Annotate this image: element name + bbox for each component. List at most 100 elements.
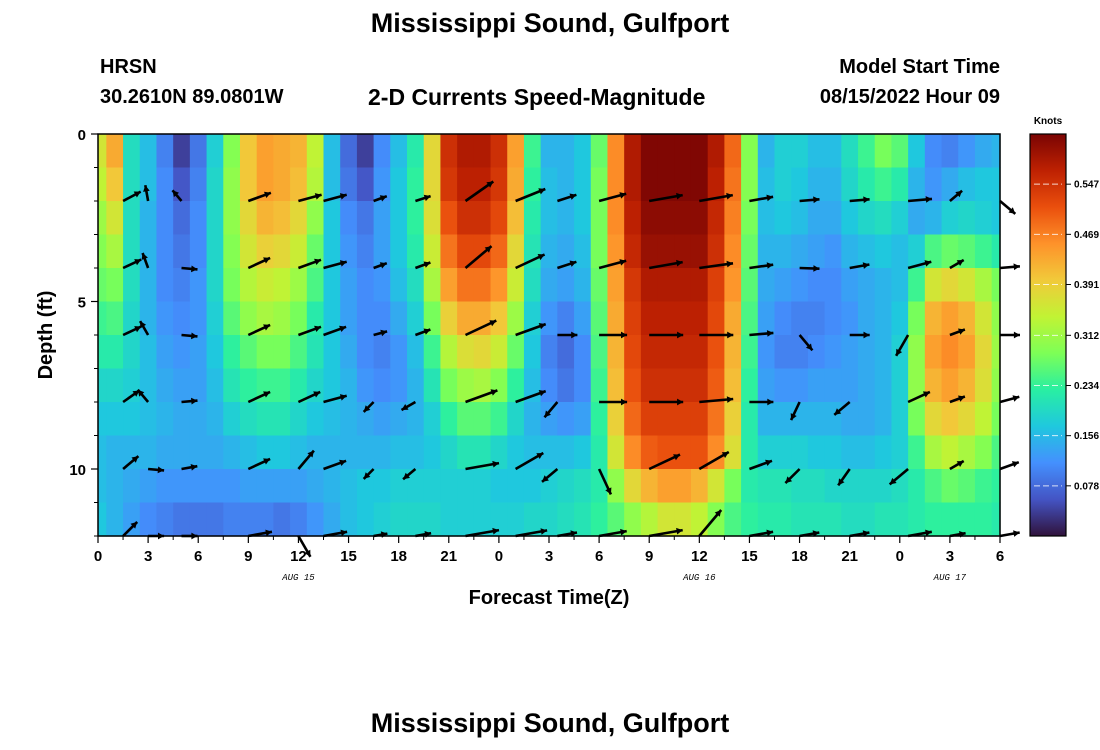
heatmap-cell [440,335,458,370]
heatmap-cell [941,301,959,336]
heatmap-cell [156,268,174,303]
heatmap-cell [139,234,158,269]
heatmap-cell [791,201,809,236]
heatmap-cell [98,402,107,437]
heatmap-cell [540,234,558,269]
station-id: HRSN [100,56,157,78]
heatmap-cell [473,268,492,303]
heatmap-cell [674,435,692,470]
heatmap-cell [290,134,308,169]
heatmap-cell [640,502,659,537]
vector-arrowhead [403,472,410,480]
heatmap-cell [189,502,208,537]
heatmap-cell [757,201,776,236]
heatmap-cell [473,402,492,437]
x-tick-label: 9 [645,548,653,565]
heatmap-cell [874,469,893,504]
heatmap-cell [574,234,592,269]
heatmap-cell [139,301,158,336]
x-tick-label: 0 [495,548,503,565]
heatmap-cell [189,268,208,303]
heatmap-cell [423,368,442,403]
heatmap-cell [858,234,876,269]
heatmap-cell [824,368,842,403]
heatmap-cell [373,268,391,303]
heatmap-cell [690,268,709,303]
heatmap-cell [340,167,358,202]
heatmap-cell [490,301,508,336]
vector-arrowhead [676,527,683,535]
heatmap-cell [206,268,224,303]
heatmap-cell [373,435,391,470]
heatmap-cell [490,469,508,504]
colorbar-tick-label: 0.547 [1074,180,1099,191]
vector-arrowhead [726,192,733,200]
heatmap-cell [724,335,742,370]
vector-arrowhead [540,528,548,535]
heatmap-cell [607,502,625,537]
heatmap-cell [490,268,508,303]
heatmap-cell [941,502,959,537]
heatmap-cell [306,435,325,470]
vector-arrowhead [677,331,684,339]
heatmap-cell [741,201,759,236]
heatmap-cell [373,402,391,437]
heatmap-cell [874,502,893,537]
heatmap-cell [440,368,458,403]
heatmap-cell [523,469,542,504]
heatmap-cell [223,469,241,504]
vector-arrowhead [922,391,930,398]
heatmap-cell [640,335,659,370]
heatmap-cell [757,335,776,370]
heatmap-cell [958,201,976,236]
heatmap-cell [557,435,575,470]
heatmap-cell [206,435,224,470]
heatmap-cell [356,402,375,437]
heatmap-cell [306,469,325,504]
heatmap-cell [273,234,291,269]
heatmap-cell [189,201,208,236]
heatmap-cell [908,402,926,437]
heatmap-cell [239,502,258,537]
heatmap-cell [674,368,692,403]
heatmap-cell [858,502,876,537]
heatmap-cell [657,335,675,370]
heatmap-cell [173,134,191,169]
heatmap-cell [256,335,274,370]
heatmap-cell [724,167,742,202]
heatmap-cell [924,469,943,504]
heatmap-cell [423,234,442,269]
heatmap-cell [841,402,859,437]
heatmap-cell [690,134,709,169]
heatmap-cell [657,402,675,437]
heatmap-cell [841,201,859,236]
x-tick-label: 3 [144,548,152,565]
colorbar-tick-label: 0.156 [1074,431,1099,442]
heatmap-cell [507,201,525,236]
heatmap-cell [757,301,776,336]
x-axis-title: Forecast Time(Z) [469,587,630,609]
heatmap-cell [807,134,826,169]
heatmap-cell [574,402,592,437]
heatmap-cell [807,502,826,537]
vector-arrowhead [489,320,497,327]
heatmap-cell [891,301,909,336]
heatmap-cell [891,502,909,537]
heatmap-cell [189,301,208,336]
heatmap-cell [690,402,709,437]
vector-arrowhead [423,261,431,268]
vector-arrowhead [621,398,628,406]
vector-arrowhead [134,326,142,333]
heatmap-cell [941,335,959,370]
heatmap-cell [98,234,107,269]
heatmap-cell [908,335,926,370]
vector-arrowhead [131,456,139,463]
heatmap-cell [440,502,458,537]
heatmap-cell [674,268,692,303]
heatmap-cell [624,268,642,303]
vector-arrowhead [263,324,271,331]
heatmap-cell [924,134,943,169]
vector-arrowhead [140,321,147,329]
heatmap-cell [423,402,442,437]
vector-arrowhead [834,408,842,415]
